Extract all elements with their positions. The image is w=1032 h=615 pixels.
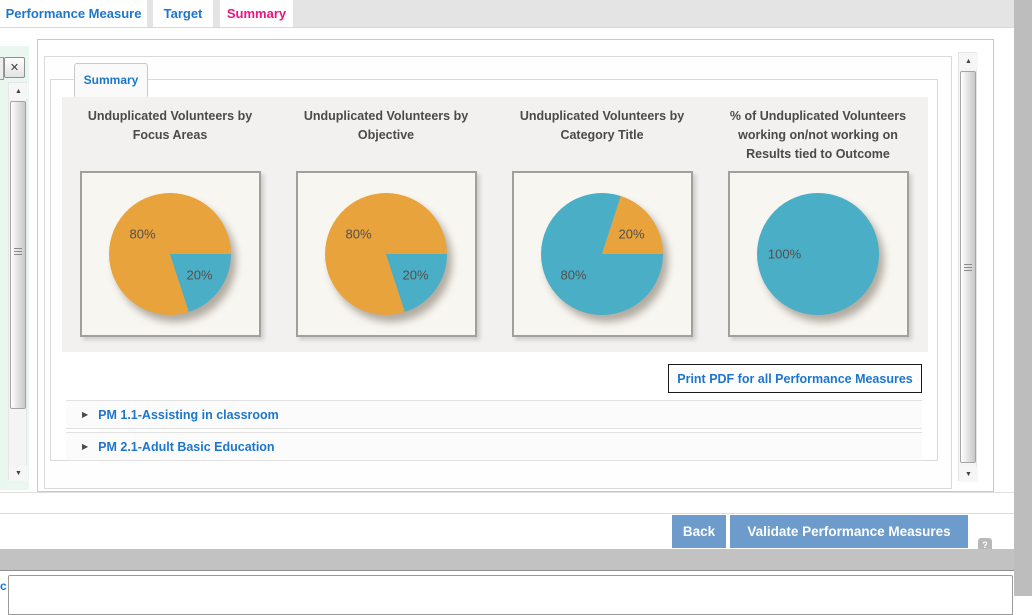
left-scroll-down-button[interactable]: ▼ bbox=[9, 465, 28, 481]
chart-box: 100% bbox=[727, 171, 909, 337]
back-button[interactable]: Back bbox=[672, 515, 726, 548]
bottom-left-text-fragment: c bbox=[0, 579, 7, 593]
pie-label: 20% bbox=[618, 226, 645, 242]
right-scrollbar[interactable]: ▲ ▼ bbox=[958, 52, 978, 482]
pie-label: 80% bbox=[129, 226, 156, 242]
pie-slice-80 bbox=[108, 192, 231, 315]
accordion-pm-1-1[interactable]: ▶ PM 1.1-Assisting in classroom bbox=[66, 400, 922, 429]
chart-box: 80% 20% bbox=[511, 171, 693, 337]
arrow-up-icon: ▲ bbox=[965, 57, 972, 65]
charts-area: Unduplicated Volunteers by Focus Areas 8… bbox=[62, 97, 928, 352]
pie-slice-80 bbox=[324, 192, 447, 315]
pie-slice-80 bbox=[540, 193, 663, 316]
left-scroll-up-button[interactable]: ▲ bbox=[9, 83, 28, 99]
pie-slice-20 bbox=[169, 254, 231, 313]
tab-performance-measure[interactable]: Performance Measure bbox=[0, 0, 147, 27]
footer-divider-line bbox=[0, 513, 1014, 514]
pie-label: 20% bbox=[402, 267, 429, 283]
close-icon: ✕ bbox=[9, 62, 20, 74]
print-pdf-button[interactable]: Print PDF for all Performance Measures bbox=[668, 364, 922, 393]
tab-target[interactable]: Target bbox=[153, 0, 213, 27]
pie-label: 100% bbox=[767, 246, 802, 262]
pie-label: 80% bbox=[560, 267, 587, 283]
tab-summary[interactable]: Summary bbox=[220, 0, 293, 27]
inner-tab-summary[interactable]: Summary bbox=[74, 63, 148, 97]
accordion-label: PM 1.1-Assisting in classroom bbox=[98, 407, 279, 422]
arrow-down-icon: ▼ bbox=[965, 470, 972, 478]
chart-column-objective: Unduplicated Volunteers by Objective 80%… bbox=[278, 105, 494, 352]
tab-bar: Performance Measure Target Summary bbox=[0, 0, 1014, 28]
chart-column-results-outcome: % of Unduplicated Volunteers working on/… bbox=[710, 105, 926, 352]
pie-slice-100 bbox=[756, 193, 879, 315]
right-scrollbar-thumb[interactable] bbox=[960, 71, 976, 463]
right-gray-strip bbox=[1014, 0, 1032, 596]
page-divider-line bbox=[0, 492, 1014, 493]
pie-label: 80% bbox=[345, 226, 372, 242]
pie-label: 20% bbox=[186, 267, 213, 283]
chart-title: % of Unduplicated Volunteers working on/… bbox=[729, 109, 907, 161]
right-scroll-down-button[interactable]: ▼ bbox=[959, 466, 978, 482]
pie-chart-objective: 80% 20% bbox=[324, 192, 447, 315]
left-scrollbar[interactable]: ▲ ▼ bbox=[8, 82, 28, 481]
accordion-pm-2-1[interactable]: ▶ PM 2.1-Adult Basic Education bbox=[66, 432, 922, 461]
chart-box: 80% 20% bbox=[295, 171, 477, 337]
pie-chart-results-outcome: 100% bbox=[756, 193, 879, 315]
expander-icon: ▶ bbox=[82, 442, 89, 451]
accordion-label: PM 2.1-Adult Basic Education bbox=[98, 439, 275, 454]
help-icon[interactable]: ? bbox=[978, 538, 992, 552]
left-scrollbar-thumb[interactable] bbox=[10, 101, 26, 409]
pie-chart-category-title: 80% 20% bbox=[540, 193, 663, 316]
chart-column-category-title: Unduplicated Volunteers by Category Titl… bbox=[494, 105, 710, 352]
arrow-up-icon: ▲ bbox=[15, 87, 22, 95]
bottom-panel-edge bbox=[8, 575, 1013, 615]
scrollbar-grip-icon bbox=[964, 264, 972, 272]
chart-box: 80% 20% bbox=[79, 171, 261, 337]
pie-chart-focus-areas: 80% 20% bbox=[108, 192, 231, 315]
close-button[interactable]: ✕ bbox=[4, 57, 25, 78]
chart-title: Unduplicated Volunteers by Focus Areas bbox=[87, 109, 253, 142]
chart-title: Unduplicated Volunteers by Category Titl… bbox=[519, 109, 685, 142]
chart-column-focus-areas: Unduplicated Volunteers by Focus Areas 8… bbox=[62, 105, 278, 352]
footer-gray-band bbox=[0, 549, 1014, 571]
validate-performance-measures-button[interactable]: Validate Performance Measures bbox=[730, 515, 968, 548]
scrollbar-grip-icon bbox=[14, 248, 22, 256]
expander-icon: ▶ bbox=[82, 410, 89, 419]
arrow-down-icon: ▼ bbox=[15, 469, 22, 477]
chart-title: Unduplicated Volunteers by Objective bbox=[303, 109, 469, 142]
pie-slice-20 bbox=[601, 195, 663, 254]
right-scroll-up-button[interactable]: ▲ bbox=[959, 53, 978, 69]
pie-slice-20 bbox=[385, 254, 447, 313]
left-edge-button-sliver bbox=[0, 57, 4, 80]
